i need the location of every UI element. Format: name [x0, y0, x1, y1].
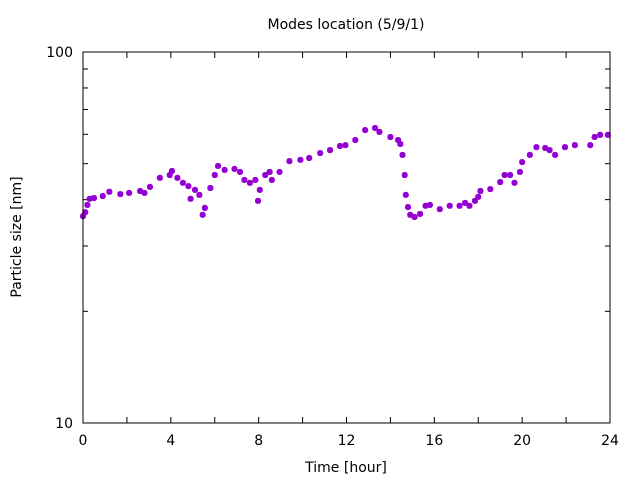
data-point [561, 144, 568, 151]
data-point [466, 202, 473, 209]
data-point [306, 154, 313, 161]
data-point [533, 144, 540, 151]
data-point [276, 168, 283, 175]
data-point [397, 140, 404, 147]
data-point [221, 166, 228, 173]
data-point [215, 162, 222, 169]
data-point [187, 195, 194, 202]
axis-ticks [82, 51, 611, 424]
data-point [266, 168, 273, 175]
data-point [342, 142, 349, 149]
data-point [82, 209, 89, 216]
data-point [211, 172, 218, 179]
data-point [117, 191, 124, 198]
data-points [80, 124, 611, 221]
x-tick-label: 8 [254, 433, 263, 449]
data-point [191, 186, 198, 193]
data-point [519, 159, 526, 166]
data-point [255, 197, 262, 204]
chart-title: Modes location (5/9/1) [268, 17, 425, 33]
y-axis-label: Particle size [nm] [9, 176, 25, 297]
data-point [552, 151, 559, 158]
data-point [516, 168, 523, 175]
data-point [436, 206, 443, 213]
data-point [196, 191, 203, 198]
data-point [256, 186, 263, 193]
data-point [252, 176, 259, 183]
x-axis-label: Time [hour] [304, 460, 387, 476]
data-point [90, 195, 97, 202]
data-point [597, 131, 604, 138]
data-point [411, 214, 418, 221]
data-point [286, 158, 293, 165]
data-point [146, 183, 153, 190]
data-point [168, 167, 175, 174]
data-point [126, 189, 133, 196]
data-point [84, 201, 91, 208]
data-point [156, 174, 163, 181]
data-point [336, 142, 343, 149]
data-point [497, 179, 504, 186]
data-point [352, 137, 359, 144]
data-point [526, 151, 533, 158]
data-point [446, 202, 453, 209]
data-point [471, 197, 478, 204]
data-point [477, 188, 484, 195]
data-point [456, 202, 463, 209]
data-point [591, 134, 598, 141]
data-point [475, 193, 482, 200]
x-tick-label: 4 [166, 433, 175, 449]
data-point [542, 145, 549, 152]
data-point [246, 179, 253, 186]
data-point [402, 191, 409, 198]
data-point [241, 176, 248, 183]
data-point [401, 172, 408, 179]
data-point [297, 156, 304, 163]
data-point [372, 124, 379, 131]
data-point [417, 210, 424, 217]
data-point [179, 179, 186, 186]
data-point [231, 165, 238, 172]
data-point [362, 127, 369, 134]
data-point [199, 211, 206, 218]
x-tick-label: 24 [601, 433, 619, 449]
data-point [141, 189, 148, 196]
data-point [174, 174, 181, 181]
data-point [376, 128, 383, 135]
x-tick-label: 20 [513, 433, 531, 449]
data-point [399, 151, 406, 158]
data-point [487, 186, 494, 193]
data-point [237, 168, 244, 175]
data-point [207, 184, 214, 191]
data-point [507, 172, 514, 179]
data-point [511, 179, 518, 186]
x-tick-label: 12 [338, 433, 356, 449]
data-point [571, 142, 578, 149]
y-tick-label: 10 [55, 416, 73, 432]
data-point [426, 201, 433, 208]
data-point [546, 147, 553, 154]
y-tick-label: 100 [46, 45, 73, 61]
data-point [185, 183, 192, 190]
data-point [317, 150, 324, 157]
x-tick-label: 0 [79, 433, 88, 449]
data-point [387, 134, 394, 141]
plot-frame [82, 51, 611, 424]
data-point [99, 193, 106, 200]
data-point [106, 188, 113, 195]
data-point [201, 204, 208, 211]
data-point [587, 142, 594, 149]
data-point [268, 176, 275, 183]
axis-tick-labels: 0 4 8 12 16 20 24 10 100 [46, 45, 619, 449]
data-point [327, 147, 334, 154]
data-point [501, 172, 508, 179]
data-point [262, 172, 269, 179]
x-tick-label: 16 [425, 433, 443, 449]
data-point [404, 204, 411, 211]
